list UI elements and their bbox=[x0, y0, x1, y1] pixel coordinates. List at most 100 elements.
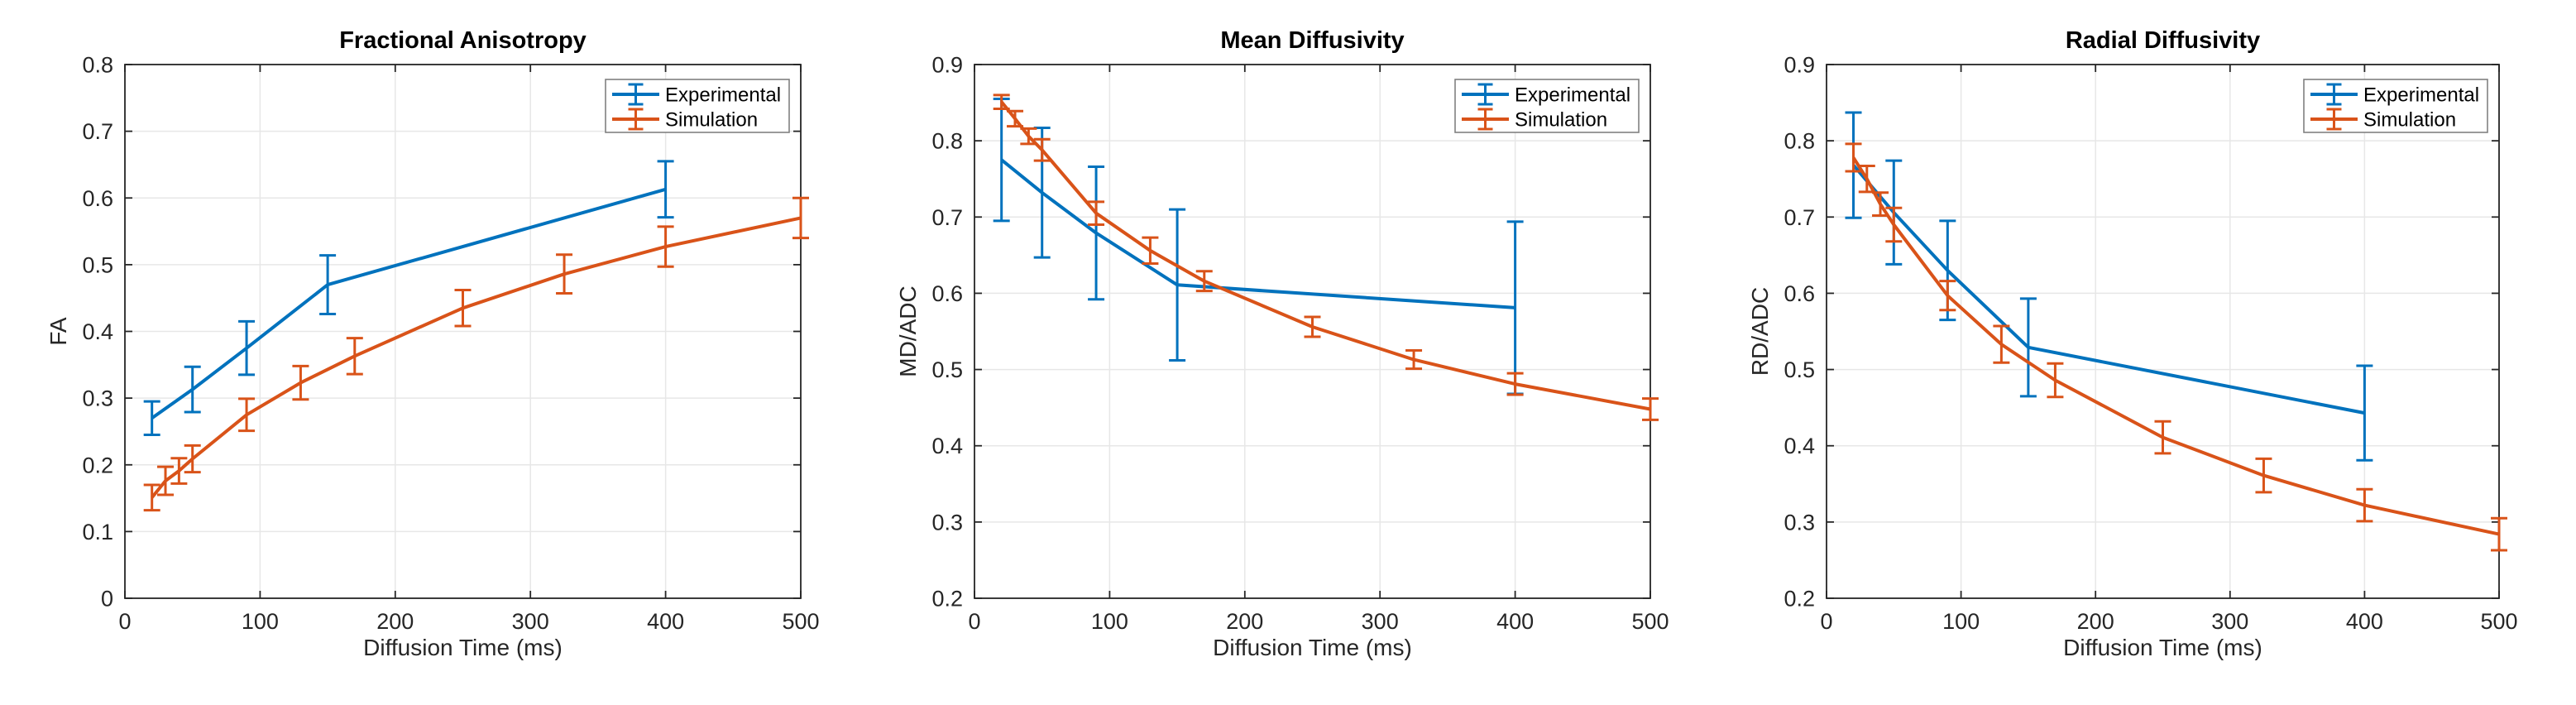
y-tick-label: 0.8 bbox=[1784, 129, 1815, 154]
y-tick-label: 0.4 bbox=[931, 434, 963, 458]
chart-panel-mean-diffusivity: 0 100 200 300 400 500 0.2 0.3 0.4 0.5 0.6 0.7 0.8 0.9… bbox=[895, 27, 1669, 660]
y-tick-label: 0.6 bbox=[82, 186, 113, 211]
y-tick-label: 0.8 bbox=[931, 129, 963, 154]
y-axis-label: RD/ADC bbox=[1747, 287, 1773, 376]
legend-entry-experimental: Experimental bbox=[612, 83, 781, 107]
legend-entry-simulation: Simulation bbox=[612, 108, 758, 132]
axes bbox=[124, 64, 802, 599]
legend-errorbar-sample-icon bbox=[2310, 83, 2358, 106]
y-tick-label: 0.5 bbox=[82, 252, 113, 277]
x-tick-label: 300 bbox=[512, 609, 549, 634]
legend-entry-experimental: Experimental bbox=[2310, 83, 2479, 107]
tick-labels: 0 100 200 300 400 500 0.2 0.3 0.4 0.5 0.6 0.7 0.8 0.9 bbox=[931, 53, 1669, 635]
y-tick-label: 0.9 bbox=[1784, 53, 1815, 78]
y-tick-label: 0.3 bbox=[1784, 510, 1815, 535]
series-experimental bbox=[993, 97, 1524, 396]
series-line-experimental bbox=[1851, 164, 2365, 415]
grid bbox=[1826, 64, 2500, 599]
chart-title: Fractional Anisotropy bbox=[339, 27, 587, 54]
axes-frame bbox=[974, 64, 1651, 599]
y-tick-label: 0.1 bbox=[82, 520, 113, 544]
y-axis-label: MD/ADC bbox=[895, 285, 921, 376]
series-line-experimental bbox=[1000, 158, 1515, 309]
series-simulation bbox=[993, 94, 1659, 421]
x-tick-label: 400 bbox=[647, 609, 684, 634]
x-tick-label: 300 bbox=[1362, 609, 1399, 634]
x-tick-label: 500 bbox=[782, 609, 819, 634]
chart-title: Mean Diffusivity bbox=[1220, 27, 1404, 54]
series-line-simulation bbox=[1851, 156, 2500, 536]
y-tick-label: 0.3 bbox=[82, 386, 113, 411]
x-tick-label: 0 bbox=[118, 609, 131, 634]
axes-frame bbox=[1826, 64, 2500, 599]
y-axis-label: FA bbox=[45, 317, 71, 346]
y-tick-label: 0 bbox=[101, 587, 113, 611]
y-tick-label: 0.7 bbox=[82, 119, 113, 144]
series-experimental bbox=[143, 160, 674, 436]
y-tick-label: 0.2 bbox=[931, 587, 963, 611]
legend-errorbar-sample-icon bbox=[612, 108, 659, 131]
x-tick-label: 400 bbox=[2346, 609, 2383, 634]
tick-labels: 0 100 200 300 400 500 0.2 0.3 0.4 0.5 0.6 0.7 0.8 0.9 bbox=[1784, 53, 2517, 635]
x-tick-label: 500 bbox=[1631, 609, 1669, 634]
series-errorbars-simulation bbox=[143, 196, 809, 512]
x-tick-label: 200 bbox=[2077, 609, 2114, 634]
legend-errorbar-sample-icon bbox=[1462, 108, 1509, 131]
x-axis-label: Diffusion Time (ms) bbox=[1213, 635, 1412, 660]
legend-label: Experimental bbox=[2363, 84, 2479, 107]
chart-title: Radial Diffusivity bbox=[2066, 27, 2260, 54]
chart-panel-radial-diffusivity: 0 100 200 300 400 500 0.2 0.3 0.4 0.5 0.6 0.7 0.8 0.9… bbox=[1747, 27, 2518, 660]
y-tick-label: 0.6 bbox=[931, 281, 963, 306]
series-errorbars-experimental bbox=[143, 160, 674, 436]
legend-entry-simulation: Simulation bbox=[1462, 108, 1607, 132]
series-errorbars-simulation bbox=[1845, 142, 2507, 552]
axes bbox=[974, 64, 1651, 599]
y-tick-label: 0.4 bbox=[1784, 434, 1815, 458]
legend-errorbar-sample-icon bbox=[612, 83, 659, 106]
y-tick-label: 0.8 bbox=[82, 53, 113, 78]
grid bbox=[124, 64, 802, 599]
x-axis-label: Diffusion Time (ms) bbox=[363, 635, 563, 660]
x-tick-label: 100 bbox=[1091, 609, 1128, 634]
legend-label: Simulation bbox=[1515, 109, 1607, 132]
x-tick-label: 100 bbox=[242, 609, 279, 634]
series-line-simulation bbox=[151, 216, 802, 499]
series-simulation bbox=[143, 196, 809, 512]
y-tick-label: 0.9 bbox=[931, 53, 963, 78]
x-tick-label: 500 bbox=[2480, 609, 2517, 634]
x-axis-label: Diffusion Time (ms) bbox=[2063, 635, 2262, 660]
legend-entry-simulation: Simulation bbox=[2310, 108, 2456, 132]
y-tick-label: 0.6 bbox=[1784, 281, 1815, 306]
series-errorbars-experimental bbox=[993, 97, 1524, 396]
chart-panel-fractional-anisotropy: 0 100 200 300 400 500 0 0.1 0.2 0.3 0.4 0.5 0.6 0.7 0.… bbox=[45, 27, 820, 660]
x-tick-label: 0 bbox=[1820, 609, 1832, 634]
legend-label: Simulation bbox=[665, 109, 758, 132]
tick-labels: 0 100 200 300 400 500 0 0.1 0.2 0.3 0.4 0.5 0.6 0.7 0.… bbox=[82, 53, 819, 635]
y-tick-label: 0.4 bbox=[82, 319, 113, 344]
series-errorbars-simulation bbox=[993, 94, 1659, 421]
legend-errorbar-sample-icon bbox=[1462, 83, 1509, 106]
y-tick-label: 0.5 bbox=[931, 357, 963, 382]
legend-label: Simulation bbox=[2363, 109, 2456, 132]
y-tick-label: 0.5 bbox=[1784, 357, 1815, 382]
x-tick-label: 100 bbox=[1942, 609, 1980, 634]
series-line-experimental bbox=[151, 187, 667, 420]
y-tick-label: 0.3 bbox=[931, 510, 963, 535]
y-tick-label: 0.7 bbox=[931, 205, 963, 230]
y-tick-label: 0.7 bbox=[1784, 205, 1815, 230]
x-tick-label: 200 bbox=[376, 609, 414, 634]
legend-entry-experimental: Experimental bbox=[1462, 83, 1630, 107]
x-tick-label: 200 bbox=[1226, 609, 1263, 634]
y-tick-label: 0.2 bbox=[82, 453, 113, 477]
series-line-simulation bbox=[1000, 100, 1651, 411]
axes bbox=[1826, 64, 2500, 599]
x-tick-label: 0 bbox=[968, 609, 980, 634]
x-tick-label: 300 bbox=[2211, 609, 2248, 634]
x-tick-label: 400 bbox=[1496, 609, 1534, 634]
legend-label: Experimental bbox=[1515, 84, 1630, 107]
series-simulation bbox=[1845, 142, 2507, 552]
